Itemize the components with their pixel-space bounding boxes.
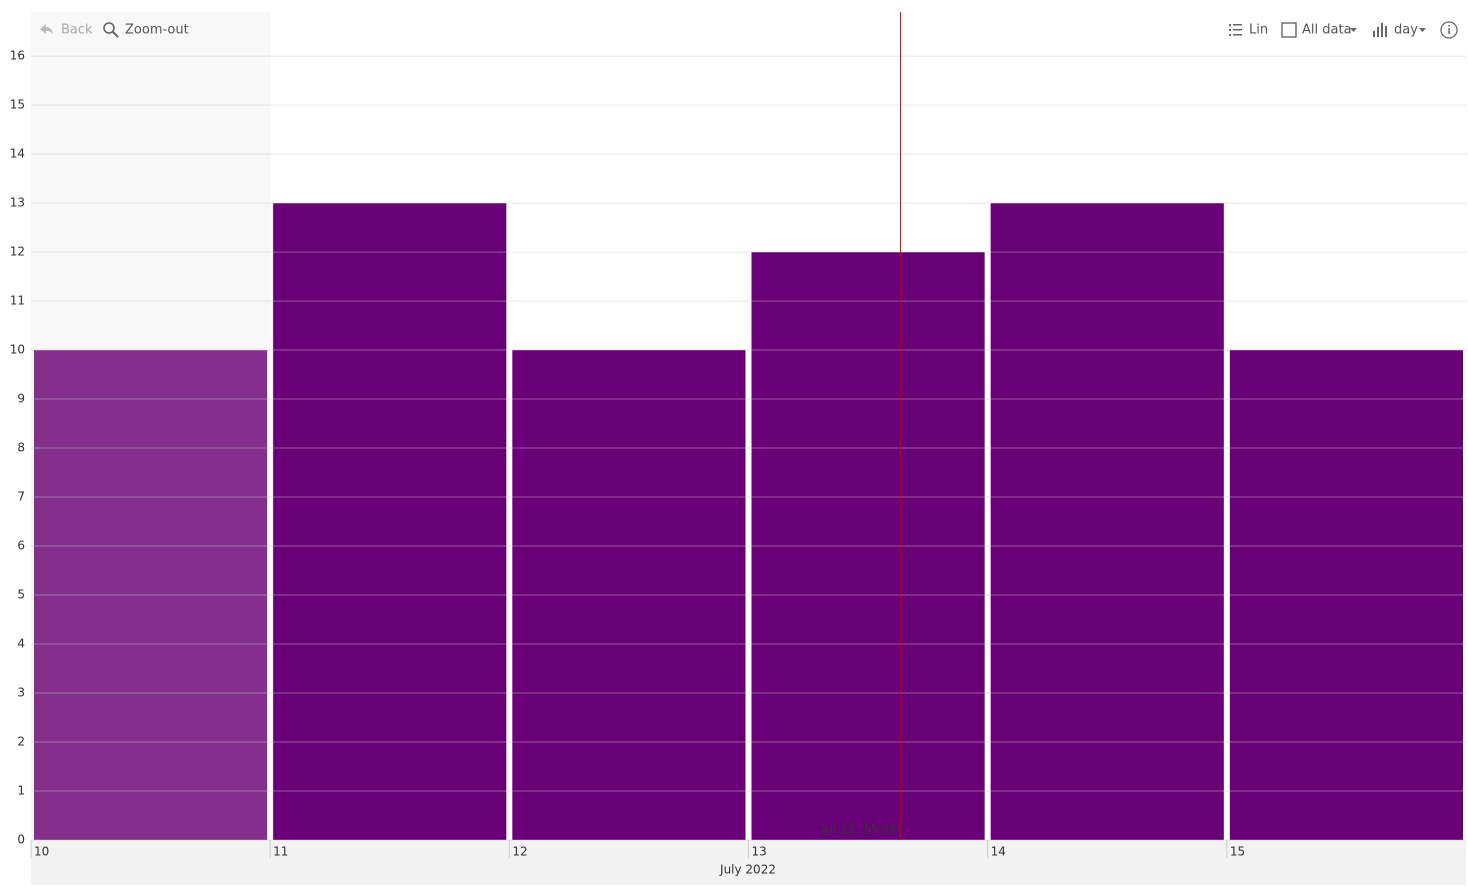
zoom-icon-handle <box>112 31 119 38</box>
back-icon[interactable] <box>40 24 53 35</box>
y-tick-label: 3 <box>17 686 25 700</box>
x-tick-label: 10 <box>34 845 49 859</box>
calendar-icon <box>1281 22 1297 38</box>
y-tick-label: 7 <box>17 490 25 504</box>
x-tick-label: 12 <box>512 845 527 859</box>
zoom-out-button[interactable]: Zoom-out <box>125 23 189 38</box>
scale-button[interactable]: Lin <box>1249 23 1268 38</box>
bar <box>751 252 985 841</box>
back-button[interactable]: Back <box>61 23 93 38</box>
bars-icon <box>1373 23 1387 37</box>
y-tick-label: 4 <box>17 637 25 651</box>
bar <box>512 350 746 840</box>
info-glyph <box>1448 28 1450 34</box>
x-tick-label: 14 <box>991 845 1006 859</box>
y-tick-label: 10 <box>10 343 25 357</box>
zoom-icon[interactable] <box>103 22 115 34</box>
x-tick-label: 11 <box>273 845 288 859</box>
bar <box>1229 350 1463 840</box>
y-tick-label: 9 <box>17 392 25 406</box>
info-glyph <box>1448 25 1450 27</box>
y-tick-label: 6 <box>17 539 25 553</box>
y-tick-label: 11 <box>10 294 25 308</box>
y-tick-label: 2 <box>17 735 25 749</box>
list-icon <box>1229 24 1242 36</box>
x-axis-label: July 2022 <box>719 863 776 877</box>
y-tick-label: 16 <box>10 49 25 63</box>
y-tick-label: 12 <box>10 245 25 259</box>
y-tick-label: 14 <box>10 147 25 161</box>
interval-caret <box>1419 28 1426 32</box>
bar <box>273 203 507 841</box>
interval-button[interactable]: day <box>1394 23 1418 38</box>
y-tick-label: 8 <box>17 441 25 455</box>
info-button[interactable] <box>1440 21 1458 39</box>
x-tick-label: 13 <box>752 845 767 859</box>
range-caret <box>1350 28 1357 32</box>
y-tick-label: 15 <box>10 98 25 112</box>
y-tick-label: 13 <box>10 196 25 210</box>
bar <box>34 350 268 840</box>
x-tick-label: 15 <box>1230 845 1245 859</box>
y-tick-label: 0 <box>17 833 25 847</box>
y-tick-label: 1 <box>17 784 25 798</box>
range-button[interactable]: All data <box>1302 23 1352 38</box>
toolbar: Back Zoom-out Lin All data day <box>40 21 1458 39</box>
y-tick-label: 5 <box>17 588 25 602</box>
marker-label: Jul 13, 15:16 <box>821 823 898 837</box>
bar <box>990 203 1224 841</box>
